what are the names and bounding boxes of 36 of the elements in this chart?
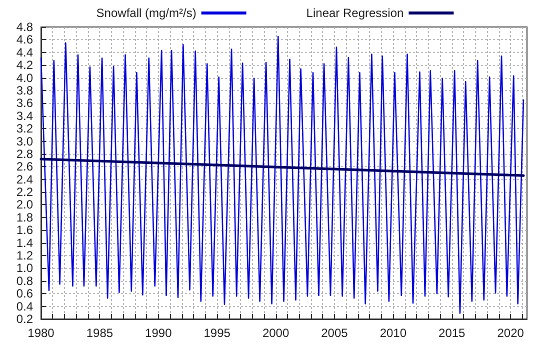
- y-tick-label: 3.4: [16, 108, 34, 123]
- y-tick-label: 4.4: [16, 45, 34, 60]
- x-tick-label: 1980: [28, 326, 55, 340]
- y-tick-label: 3.6: [16, 96, 34, 110]
- y-tick-label: 2.8: [16, 146, 34, 161]
- line-series: [40, 36, 524, 314]
- y-tick-label: 1.6: [16, 223, 34, 238]
- y-tick-label: 0.4: [16, 299, 34, 314]
- y-tick-label: 2.0: [16, 198, 34, 212]
- y-tick-label: 4.0: [16, 70, 34, 85]
- y-tick-label: 1.8: [16, 210, 34, 224]
- y-tick-label: 4.2: [16, 58, 34, 72]
- y-tick-label: 1.2: [16, 248, 34, 263]
- y-tick-label: 2.4: [16, 172, 34, 186]
- y-tick-label: 4.8: [16, 20, 34, 34]
- y-tick-label: 0.8: [16, 274, 34, 288]
- x-tick-label: 2015: [438, 326, 466, 340]
- y-tick-label: 4.6: [16, 32, 34, 47]
- y-tick-label: 3.0: [16, 134, 34, 148]
- y-tick-label: 3.2: [16, 122, 34, 136]
- y-tick-label: 2.2: [16, 185, 34, 200]
- x-tick-label: 2000: [262, 326, 290, 340]
- x-tick-label: 2020: [497, 326, 524, 340]
- y-tick-label: 0.6: [16, 286, 34, 301]
- legend-label: Linear Regression: [306, 6, 404, 20]
- x-tick-label: 2005: [321, 326, 348, 340]
- y-tick-label: 0.2: [16, 312, 34, 326]
- y-tick-label: 3.8: [16, 83, 34, 98]
- x-tick-label: 1990: [145, 326, 172, 340]
- legend-label: Snowfall (mg/m²/s): [96, 6, 196, 20]
- y-tick-label: 2.6: [16, 160, 34, 174]
- y-tick-label: 1.4: [16, 236, 34, 250]
- x-tick-label: 1985: [86, 326, 114, 340]
- x-tick-label: 1995: [204, 326, 231, 340]
- x-tick-label: 2010: [380, 326, 407, 340]
- y-tick-label: 1.0: [16, 261, 34, 276]
